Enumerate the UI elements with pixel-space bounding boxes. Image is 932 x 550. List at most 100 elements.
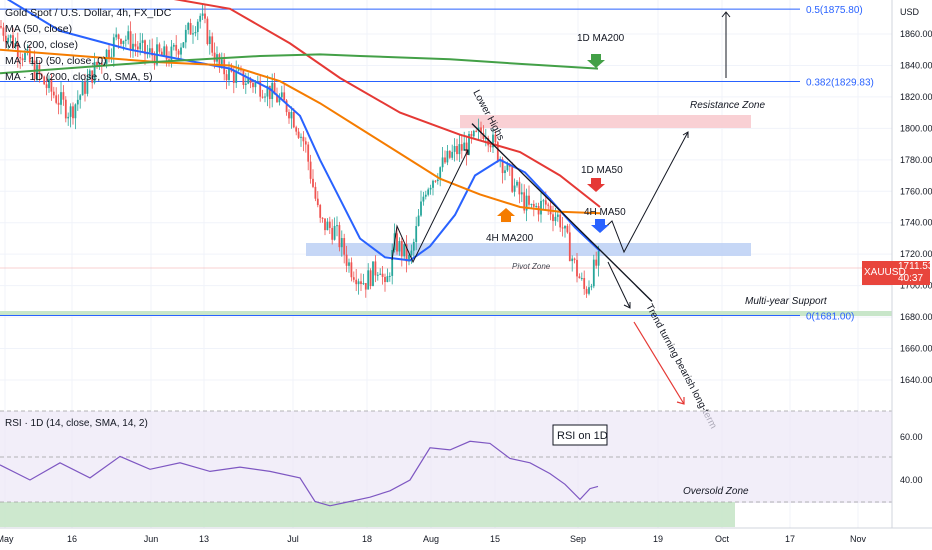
candle-body	[540, 200, 542, 215]
candle-body	[484, 137, 487, 139]
candle-body	[316, 198, 319, 206]
candle-body	[475, 130, 478, 132]
price-axis-tick: 1680.00	[900, 312, 932, 322]
candle-body	[559, 214, 562, 228]
candle-body	[427, 189, 430, 195]
candle-body	[280, 92, 283, 98]
candle-body	[326, 221, 329, 231]
legend-1d-ma200: MA · 1D (200, close, 0, SMA, 5)	[5, 71, 153, 83]
candle-body	[40, 74, 43, 77]
candle-body	[2, 27, 5, 36]
legend-ma200: MA (200, close)	[5, 39, 78, 51]
candle-body	[412, 241, 415, 251]
candle-body	[201, 13, 204, 16]
candle-body	[547, 204, 550, 206]
candle-body	[57, 102, 60, 105]
candle-body	[331, 227, 334, 240]
oversold-zone-band	[0, 502, 735, 527]
candle-body	[64, 99, 67, 119]
time-axis-label: 13	[199, 534, 209, 544]
candle-body	[470, 133, 473, 137]
candle-body	[91, 70, 94, 83]
candle-body	[501, 159, 504, 174]
price-axis-tick: 1860.00	[900, 29, 932, 39]
candle-body	[276, 94, 278, 103]
candle-body	[182, 42, 185, 48]
candle-body	[576, 259, 578, 277]
candle-body	[511, 166, 514, 192]
candle-body	[177, 50, 180, 55]
candle-body	[398, 241, 401, 252]
candle-body	[196, 21, 199, 33]
candle-body	[436, 179, 439, 182]
candle-body	[36, 64, 38, 80]
bearish-projection-path	[607, 261, 631, 309]
candle-body	[348, 262, 350, 266]
candle-body	[446, 150, 449, 163]
candle-body	[448, 150, 451, 158]
candle-body	[295, 127, 298, 132]
ma50-1d-arrow-icon	[587, 178, 605, 192]
candle-body	[496, 142, 499, 161]
candle-body	[132, 43, 134, 51]
candle-body	[345, 254, 348, 266]
price-axis-tick: 1780.00	[900, 155, 932, 165]
label-pivot-zone: Pivot Zone	[512, 262, 551, 271]
candle-body	[237, 69, 240, 71]
candle-body	[302, 136, 305, 142]
candle-body	[21, 58, 24, 61]
candle-body	[290, 112, 293, 119]
candle-body	[292, 112, 295, 128]
rsi-box	[552, 424, 608, 446]
resistance-zone-band	[460, 115, 751, 128]
candle-body	[86, 78, 89, 94]
candle-body	[55, 95, 58, 103]
candle-body	[19, 57, 22, 59]
candle-body	[465, 142, 468, 155]
candle-body	[170, 46, 173, 64]
candle-body	[235, 70, 238, 84]
candle-body	[288, 112, 290, 119]
candle-body	[247, 78, 250, 84]
candle-body	[100, 62, 103, 66]
candle-body	[415, 225, 418, 242]
candle-body	[537, 206, 540, 215]
ma50-4h-line	[6, 0, 601, 262]
candle-body	[93, 62, 96, 83]
candle-body	[45, 84, 48, 89]
candle-body	[108, 49, 110, 58]
candle-body	[228, 67, 230, 80]
candle-body	[16, 42, 19, 58]
candle-body	[273, 82, 276, 95]
candle-body	[429, 187, 432, 190]
candle-body	[7, 37, 10, 43]
candle-body	[556, 214, 559, 217]
symbol-label: XAUUSD	[864, 267, 906, 278]
candle-body	[285, 100, 288, 113]
candle-body	[369, 270, 372, 287]
label-multi-year-support: Multi-year Support	[745, 296, 828, 307]
rsi-axis-tick: 40.00	[900, 475, 923, 485]
price-axis-tick: 1640.00	[900, 375, 932, 385]
candle-body	[127, 31, 130, 40]
current-price-tag: XAUUSD 1711.53 40:37	[862, 261, 932, 285]
candle-body	[321, 217, 324, 219]
candle-body	[264, 96, 266, 98]
candle-body	[360, 281, 362, 285]
label-4h-ma200: 4H MA200	[486, 233, 534, 244]
candle-body	[81, 81, 84, 96]
candle-body	[410, 250, 413, 255]
candle-body	[422, 196, 425, 202]
long-term-bearish-arrow	[633, 321, 685, 405]
candle-body	[43, 76, 46, 85]
candle-body	[249, 78, 252, 83]
candle-body	[144, 40, 146, 55]
fib-level-label: 0.382(1829.83)	[806, 77, 874, 88]
time-axis-label: 19	[653, 534, 663, 544]
candle-body	[396, 233, 398, 252]
candle-body	[432, 180, 434, 188]
candle-body	[439, 167, 442, 180]
candle-body	[84, 81, 86, 94]
candle-body	[50, 78, 53, 92]
legend-ma50: MA (50, close)	[5, 23, 73, 35]
